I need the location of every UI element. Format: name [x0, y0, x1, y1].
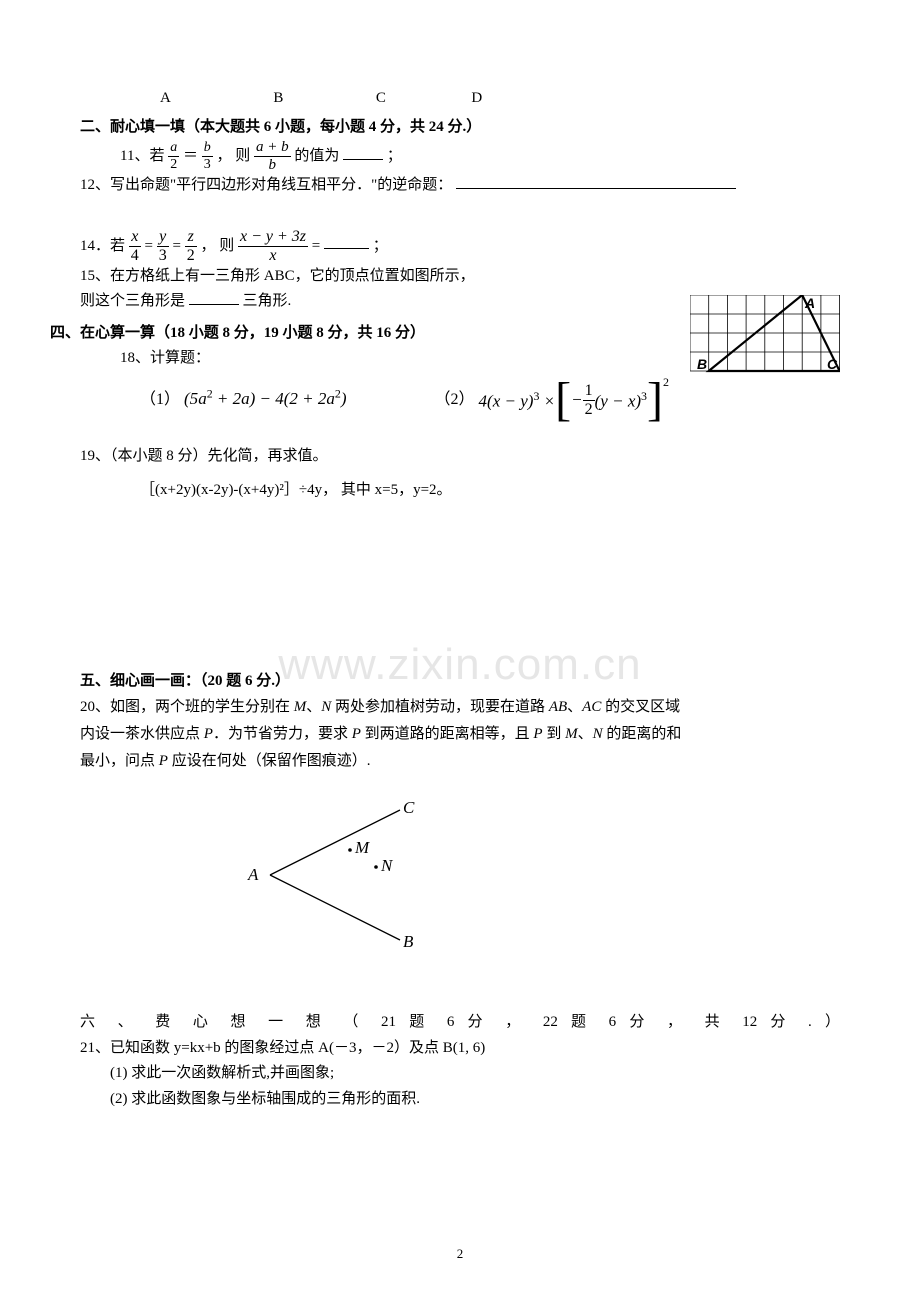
page-number: 2: [457, 1246, 464, 1262]
q20-line2: 内设一茶水供应点 P．为节省劳力，要求 P 到两道路的距离相等，且 P 到 M、…: [80, 721, 840, 748]
q14: 14．若 x4 = y3 = z2 ， 则 x − y + 3zx = ；: [80, 229, 840, 264]
grid-triangle-figure: A B C: [690, 295, 840, 373]
q14-prefix: 14．若: [80, 237, 125, 253]
q18-1-expr: (5a2 + 2a) − 4(2 + 2a2): [184, 389, 347, 408]
q11-suffix: 的值为: [294, 148, 339, 164]
option-a: A: [160, 90, 171, 107]
q14-mid: ， 则: [200, 237, 234, 253]
q11-end: ；: [387, 148, 402, 164]
q19: 19、（本小题 8 分）先化简，再求值。: [80, 444, 840, 470]
q11-frac3: a + bb: [254, 140, 291, 173]
q18-expressions: （1） (5a2 + 2a) − 4(2 + 2a2) （2） 4(x − y)…: [140, 381, 840, 419]
q15b: 则这个三角形是: [80, 293, 185, 309]
diagram-label-a: A: [247, 865, 259, 884]
diagram-label-n: N: [380, 856, 394, 875]
q19-expr: ［(x+2y)(x-2y)-(x+4y)²］÷4y， 其中 x=5，y=2。: [140, 478, 840, 504]
q18-2-expr: 4(x − y)3 × [ − 12 (y − x)3 ] 2: [479, 381, 669, 419]
diagram-label-c: C: [403, 798, 415, 817]
grid-label-b: B: [697, 356, 707, 372]
section6-title: 六 、 费 心 想 一 想 （ 21 题 6 分 ， 22 题 6 分 ， 共 …: [80, 1010, 840, 1036]
q15-blank: [189, 304, 239, 305]
q11-blank: [343, 159, 383, 160]
q18-2-label: （2）: [435, 391, 475, 408]
q15c: 三角形.: [243, 293, 292, 309]
section5-title: 五、细心画一画：（20 题 6 分.）: [80, 669, 840, 690]
q21-1: (1) 求此一次函数解析式,并画图象;: [110, 1061, 840, 1087]
q14-f3: z2: [185, 229, 197, 264]
q12-text: 12、写出命题"平行四边形对角线互相平分．"的逆命题：: [80, 177, 452, 193]
q14-eq2: =: [312, 237, 320, 253]
grid-label-a: A: [804, 295, 815, 311]
q21-2: (2) 求此函数图象与坐标轴围成的三角形的面积.: [110, 1087, 840, 1113]
q14-f2: y3: [157, 229, 169, 264]
q11-frac1: a2: [168, 141, 179, 172]
angle-diagram: A C B M N: [240, 795, 460, 955]
q14-f4: x − y + 3zx: [238, 229, 308, 264]
q18-1-label: （1）: [140, 391, 180, 408]
q15-line1: 15、在方格纸上有一三角形 ABC，它的顶点位置如图所示，: [80, 264, 840, 290]
q11: 11、若 a2 ＝ b3 ， 则 a + bb 的值为 ；: [120, 140, 840, 173]
section2-title: 二、耐心填一填（本大题共 6 小题，每小题 4 分，共 24 分.）: [80, 115, 840, 136]
diagram-label-m: M: [354, 838, 370, 857]
q14-end: ；: [373, 237, 388, 253]
q12-blank: [456, 188, 736, 189]
q20-line3: 最小，问点 P 应设在何处（保留作图痕迹）.: [80, 748, 840, 775]
q11-frac2: b3: [202, 141, 213, 172]
q20-line1: 20、如图，两个班的学生分别在 M、N 两处参加植树劳动，现要在道路 AB、AC…: [80, 694, 840, 721]
diagram-label-b: B: [403, 932, 414, 951]
option-b: B: [273, 90, 283, 107]
option-c: C: [376, 90, 386, 107]
option-d: D: [471, 90, 482, 107]
q11-prefix: 11、若: [120, 148, 164, 164]
q11-eq1: ＝: [183, 148, 198, 164]
q11-mid: ， 则: [216, 148, 250, 164]
q14-f1: x4: [129, 229, 141, 264]
q12: 12、写出命题"平行四边形对角线互相平分．"的逆命题：: [80, 173, 840, 199]
grid-label-c: C: [827, 356, 838, 372]
q21: 21、已知函数 y=kx+b 的图象经过点 A(－3，－2）及点 B(1, 6): [80, 1036, 840, 1062]
options-row: A B C D: [160, 90, 840, 107]
q14-blank: [324, 248, 369, 249]
